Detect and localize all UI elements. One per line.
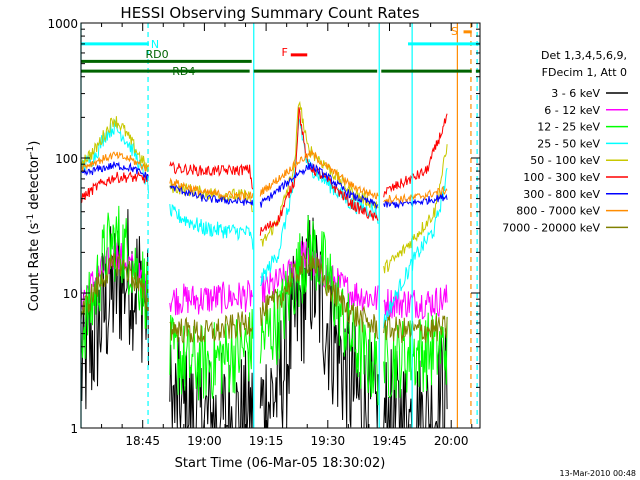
x-axis-label: Start Time (06-Mar-05 18:30:02)	[175, 456, 386, 471]
timestamp: 13-Mar-2010 00:48	[560, 469, 637, 478]
x-tick-label-3: 19:30	[311, 434, 346, 448]
flag-label-n: N	[151, 38, 159, 51]
legend-label-3: 25 - 50 keV	[537, 137, 600, 150]
legend: Det 1,3,4,5,6,9, FDecim 1, Att 0 3 - 6 k…	[502, 49, 628, 234]
y-tick-label-1: 10	[63, 287, 78, 301]
legend-label-0: 3 - 6 keV	[551, 87, 600, 100]
series-line-0	[80, 209, 448, 429]
x-tick-label-0: 18:45	[125, 434, 160, 448]
legend-label-7: 800 - 7000 keV	[516, 205, 600, 218]
x-tick-label-2: 19:15	[249, 434, 284, 448]
y-tick-label-2: 100	[55, 152, 78, 166]
series-line-8	[80, 252, 448, 344]
flag-label-s: S	[451, 25, 458, 38]
y-tick-label-3: 1000	[47, 17, 78, 31]
series-line-7	[80, 149, 448, 205]
legend-header-line-1: Det 1,3,4,5,6,9,	[541, 49, 627, 62]
legend-header-line-2: FDecim 1, Att 0	[542, 66, 627, 79]
y-tick-label-0: 1	[70, 422, 78, 436]
axes: 18:45 19:00 19:15 19:30 19:45 20:00 1 10 100 1000	[47, 17, 480, 448]
legend-label-2: 12 - 25 keV	[537, 121, 600, 134]
x-tick-label-5: 20:00	[434, 434, 469, 448]
flag-label-f: F	[281, 46, 287, 59]
x-tick-label-1: 19:00	[187, 434, 222, 448]
legend-label-4: 50 - 100 keV	[530, 154, 600, 167]
y-axis-label: Count Rate (s-1 detector-1)	[26, 141, 42, 312]
legend-label-5: 100 - 300 keV	[523, 171, 600, 184]
series-line-5	[80, 107, 448, 236]
x-tick-label-4: 19:45	[372, 434, 407, 448]
plot-frame	[80, 22, 481, 429]
legend-label-8: 7000 - 20000 keV	[502, 221, 600, 234]
legend-label-1: 6 - 12 keV	[544, 104, 600, 117]
series-line-6	[80, 161, 448, 210]
series-line-2	[80, 205, 448, 406]
flag-label-rd4: RD4	[172, 65, 195, 78]
legend-label-6: 300 - 800 keV	[523, 188, 600, 201]
chart-title: HESSI Observing Summary Count Rates	[120, 4, 419, 22]
flag-label-rd0: RD0	[146, 48, 169, 61]
